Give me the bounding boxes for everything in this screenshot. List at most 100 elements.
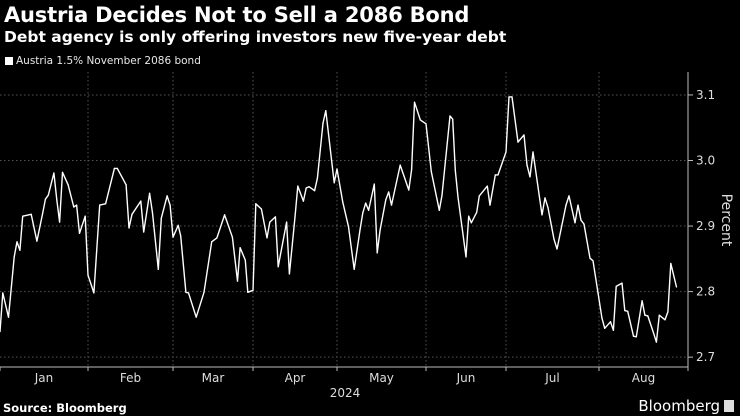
data-point [454, 169, 456, 171]
data-point [667, 311, 669, 313]
x-tick-label: May [369, 371, 394, 385]
data-point [624, 310, 626, 312]
data-point [635, 336, 637, 338]
data-point [22, 215, 24, 217]
data-point [465, 256, 467, 258]
data-point [180, 235, 182, 237]
data-point [592, 260, 594, 262]
data-point [399, 164, 401, 166]
data-point [544, 197, 546, 199]
data-point [286, 221, 288, 223]
data-point [61, 171, 64, 173]
data-point [216, 237, 218, 239]
data-point [157, 268, 159, 270]
data-point [526, 164, 528, 166]
data-point [305, 187, 307, 189]
data-point [297, 185, 299, 187]
data-point [224, 214, 226, 216]
chart-subtitle: Debt agency is only offering investors n… [4, 28, 507, 46]
data-point [140, 200, 142, 202]
data-point [641, 300, 643, 302]
data-point [13, 256, 15, 258]
legend-swatch [5, 57, 13, 65]
data-point [523, 134, 525, 136]
data-point [647, 315, 649, 317]
data-point [385, 199, 387, 201]
x-tick-label: Feb [120, 371, 141, 385]
data-point [365, 202, 367, 204]
data-point [93, 292, 95, 294]
data-point [615, 285, 617, 287]
data-point [316, 177, 318, 179]
data-point [556, 248, 558, 250]
data-point [239, 247, 241, 249]
data-point [419, 119, 421, 121]
data-point [84, 215, 86, 217]
data-point [655, 341, 658, 343]
data-point [359, 229, 361, 231]
data-point [601, 317, 603, 319]
data-point [347, 226, 350, 228]
data-point [16, 241, 18, 243]
data-point [411, 169, 413, 171]
data-point [314, 190, 316, 192]
data-point [430, 171, 432, 173]
data-point [244, 259, 246, 261]
y-tick-label: 2.8 [696, 285, 715, 299]
y-tick-label: 2.9 [696, 219, 715, 233]
data-point [255, 203, 257, 205]
data-point [7, 316, 10, 318]
data-point [325, 110, 327, 112]
data-point [376, 252, 378, 254]
data-point [627, 310, 629, 312]
data-point [589, 257, 591, 259]
data-point [47, 194, 49, 196]
data-point [470, 222, 472, 224]
data-point [36, 240, 38, 242]
data-point [2, 292, 4, 294]
data-point [166, 195, 168, 197]
data-point [658, 314, 660, 316]
data-point [252, 289, 254, 291]
data-point [468, 215, 470, 217]
data-point [53, 172, 55, 174]
data-point [19, 249, 21, 251]
data-point [583, 223, 585, 225]
data-point [517, 141, 519, 143]
x-tick-label: Mar [202, 371, 225, 385]
data-point [452, 118, 454, 120]
data-point [574, 222, 576, 224]
legend: Austria 1.5% November 2086 bond [5, 55, 201, 67]
series-line [0, 96, 678, 343]
data-point [195, 316, 197, 318]
data-point [478, 195, 480, 197]
data-point [413, 101, 416, 103]
data-point [30, 213, 32, 215]
data-point [44, 198, 47, 200]
data-point [529, 176, 531, 178]
data-point [211, 241, 213, 243]
data-point [236, 280, 239, 282]
y-tick-label: 3.0 [696, 154, 715, 168]
data-point [308, 186, 310, 188]
data-point [203, 291, 205, 293]
data-point [277, 266, 279, 268]
x-axis-label: 2024 [330, 386, 361, 400]
data-point [367, 209, 370, 211]
data-point [577, 204, 579, 206]
data-point [78, 232, 81, 234]
bloomberg-mark-icon [724, 400, 734, 412]
legend-label: Austria 1.5% November 2086 bond [16, 55, 201, 67]
data-point [231, 236, 233, 238]
data-point [302, 200, 304, 202]
x-tick-label: Apr [285, 371, 306, 385]
data-point [532, 151, 534, 153]
data-point [151, 212, 154, 214]
data-point [580, 219, 582, 221]
data-point [99, 204, 101, 206]
data-point [342, 201, 344, 203]
data-point [541, 214, 543, 216]
data-point [67, 184, 69, 186]
data-point [425, 123, 427, 125]
data-point [568, 195, 570, 197]
